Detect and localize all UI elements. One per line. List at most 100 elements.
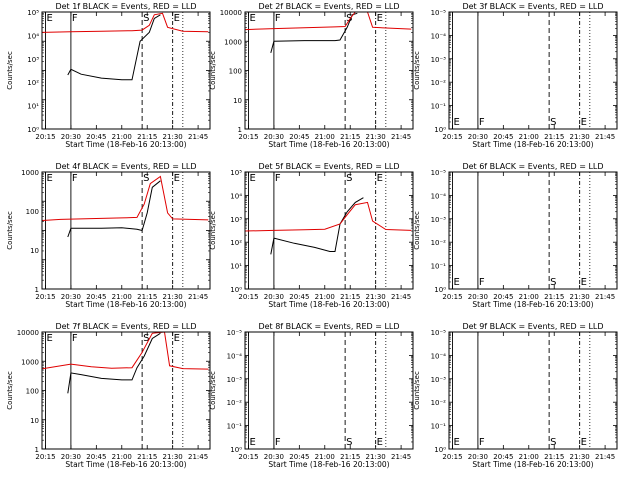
panel-det-2: Det 2f BLACK = Events, RED = LLD 1 10 100 10… [209, 2, 414, 149]
x-tick-label: 21:45 [391, 133, 411, 141]
y-tick-label: 1000 [21, 169, 39, 177]
y-tick-label: 10⁰ [434, 286, 446, 294]
x-axis-label: Start Time (18-Feb-16 20:13:00) [65, 140, 186, 149]
x-tick-label: 21:30 [366, 293, 386, 301]
marker-label: S [143, 333, 149, 344]
panel-det-6: Det 6f BLACK = Events, RED = LLD 10⁰ 10⁻¹ 1… [413, 162, 618, 309]
plot-frame [244, 11, 414, 130]
x-tick-label: 20:30 [468, 453, 488, 461]
x-tick-label: 21:30 [570, 453, 590, 461]
y-tick-label: 10⁻⁵ [227, 329, 243, 337]
x-tick-label: 21:00 [519, 133, 539, 141]
y-tick-label: 1000 [224, 38, 242, 46]
y-tick-label: 10⁴ [27, 32, 39, 40]
y-tick-label: 10⁻⁴ [227, 352, 243, 360]
x-tick-label: 20:30 [468, 293, 488, 301]
panel-title: Det 8f BLACK = Events, RED = LLD [258, 322, 399, 331]
x-tick-label: 21:30 [570, 133, 590, 141]
y-tick-label: 10⁻¹ [227, 423, 243, 431]
series-line-events [67, 14, 161, 81]
x-tick-label: 21:00 [112, 453, 132, 461]
x-tick-label: 21:15 [137, 293, 157, 301]
x-tick-label: 21:45 [188, 453, 208, 461]
marker-label: E [249, 13, 255, 24]
y-tick-label: 10⁻² [431, 239, 447, 247]
x-tick-label: 20:15 [442, 133, 462, 141]
y-tick-label: 1 [238, 126, 242, 134]
y-tick-label: 10⁵ [230, 169, 242, 177]
x-tick-label: 21:15 [137, 453, 157, 461]
series-line-events [270, 197, 364, 255]
series-line-lld [42, 175, 209, 221]
x-tick-label: 20:30 [264, 133, 284, 141]
y-tick-label: 10⁻⁴ [431, 32, 447, 40]
y-tick-label: 100 [26, 208, 39, 216]
plot-frame [448, 331, 618, 450]
y-axis-label: Counts/sec [413, 51, 421, 90]
panel-title: Det 6f BLACK = Events, RED = LLD [462, 162, 603, 171]
x-tick-label: 20:30 [61, 133, 81, 141]
y-tick-label: 10000 [220, 9, 242, 17]
marker-label: F [275, 173, 281, 184]
marker-label: E [249, 437, 255, 448]
marker-label: E [174, 173, 180, 184]
y-tick-label: 10 [30, 247, 39, 255]
marker-label: E [581, 277, 587, 288]
y-axis-label: Counts/sec [413, 371, 421, 410]
x-axis-label: Start Time (18-Feb-16 20:13:00) [268, 140, 389, 149]
y-tick-label: 10⁰ [230, 446, 242, 454]
y-tick-label: 10² [27, 79, 39, 87]
marker-label: F [479, 117, 485, 128]
y-tick-label: 10² [230, 239, 242, 247]
marker-label: E [453, 277, 459, 288]
marker-label: E [377, 437, 383, 448]
marker-label: F [275, 13, 281, 24]
y-tick-label: 10⁰ [434, 446, 446, 454]
x-tick-label: 21:45 [595, 453, 615, 461]
x-tick-label: 21:00 [519, 293, 539, 301]
y-tick-label: 10³ [27, 56, 39, 64]
plot-frame [448, 11, 618, 130]
x-tick-label: 20:15 [442, 453, 462, 461]
x-tick-label: 21:15 [340, 453, 360, 461]
x-tick-label: 20:30 [61, 293, 81, 301]
panel-title: Det 1f BLACK = Events, RED = LLD [55, 2, 196, 11]
y-tick-label: 10⁻¹ [431, 423, 447, 431]
marker-label: E [46, 333, 52, 344]
y-tick-label: 10⁻⁴ [431, 352, 447, 360]
marker-label: E [377, 173, 383, 184]
x-tick-label: 21:15 [544, 453, 564, 461]
panel-det-5: Det 5f BLACK = Events, RED = LLD 10⁰ 10¹ 10… [209, 162, 414, 309]
x-tick-label: 20:45 [493, 133, 513, 141]
x-tick-label: 20:15 [238, 453, 258, 461]
y-tick-label: 10⁵ [27, 9, 39, 17]
x-tick-label: 21:30 [570, 293, 590, 301]
marker-label: F [72, 333, 78, 344]
series-line-lld [42, 332, 209, 370]
x-tick-label: 20:15 [238, 293, 258, 301]
marker-label: S [143, 173, 149, 184]
x-axis-label: Start Time (18-Feb-16 20:13:00) [472, 300, 593, 309]
x-tick-label: 21:00 [112, 293, 132, 301]
marker-label: S [550, 437, 556, 448]
plot-frame [448, 171, 618, 290]
y-tick-label: 1 [35, 446, 39, 454]
x-tick-label: 21:15 [544, 133, 564, 141]
x-tick-label: 20:30 [264, 293, 284, 301]
marker-label: S [346, 13, 352, 24]
marker-label: F [72, 173, 78, 184]
marker-label: E [453, 117, 459, 128]
panel-det-3: Det 3f BLACK = Events, RED = LLD 10⁰ 10⁻¹ 1… [413, 2, 618, 149]
series-line-lld [42, 12, 209, 33]
y-tick-label: 10⁻¹ [431, 263, 447, 271]
x-tick-label: 21:00 [315, 453, 335, 461]
x-tick-label: 20:15 [238, 133, 258, 141]
x-tick-label: 20:45 [86, 453, 106, 461]
marker-label: F [479, 277, 485, 288]
y-tick-label: 10⁻³ [431, 56, 447, 64]
y-axis-label: Counts/sec [6, 211, 14, 250]
y-tick-label: 10⁻⁵ [431, 329, 447, 337]
series-line-lld [245, 201, 412, 232]
marker-label: S [550, 277, 556, 288]
y-tick-label: 10⁴ [230, 192, 242, 200]
